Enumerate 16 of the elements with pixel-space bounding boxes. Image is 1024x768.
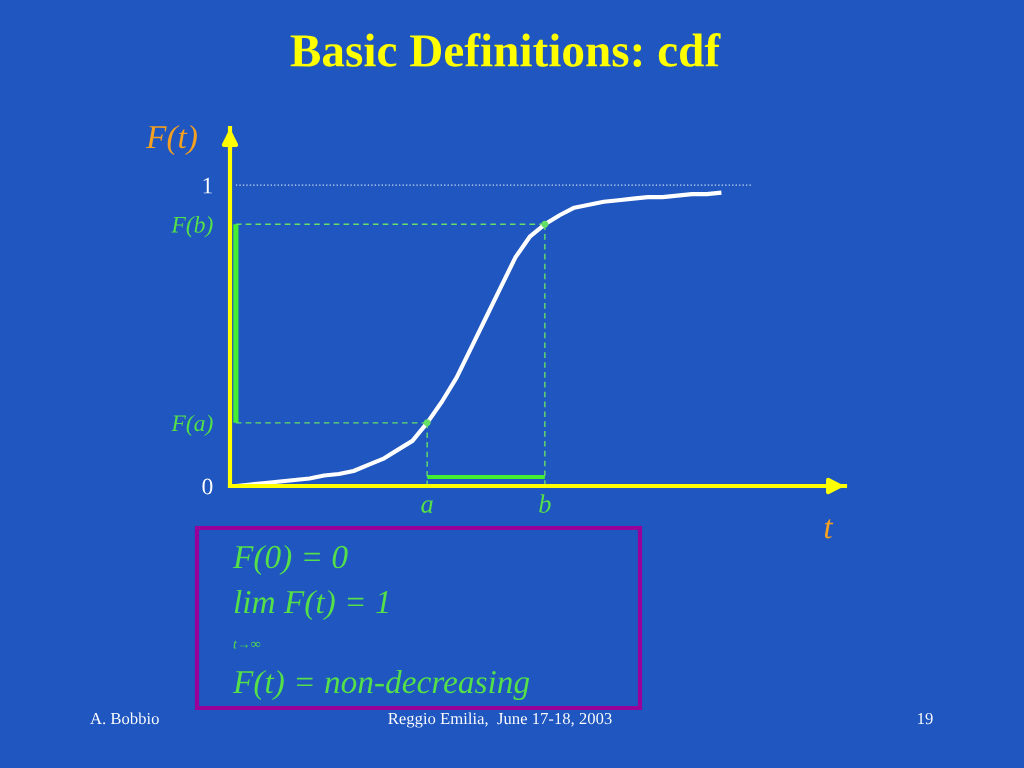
- text: F(t) = non-decreasing: [232, 669, 530, 701]
- y-tick-label: 1: [203, 177, 212, 194]
- chart-title: Basic Definitions: cdf: [290, 33, 721, 68]
- y-tick-label: 0: [202, 478, 213, 495]
- text: t→∞: [233, 640, 261, 649]
- text: 19: [918, 712, 933, 725]
- x-tick-label: a: [421, 500, 433, 513]
- text: lim F(t) = 1: [234, 589, 388, 621]
- x-axis-title: t: [824, 519, 834, 539]
- y-tick-label: F(a): [171, 414, 213, 437]
- text: Reggio Emilia, June 17-18, 2003: [388, 712, 612, 728]
- y-tick-label: F(b): [171, 216, 213, 238]
- x-tick-label: b: [539, 494, 551, 513]
- text: A. Bobbio: [90, 712, 159, 725]
- y-axis-title: F(t): [145, 124, 197, 156]
- text: F(0) = 0: [232, 544, 348, 576]
